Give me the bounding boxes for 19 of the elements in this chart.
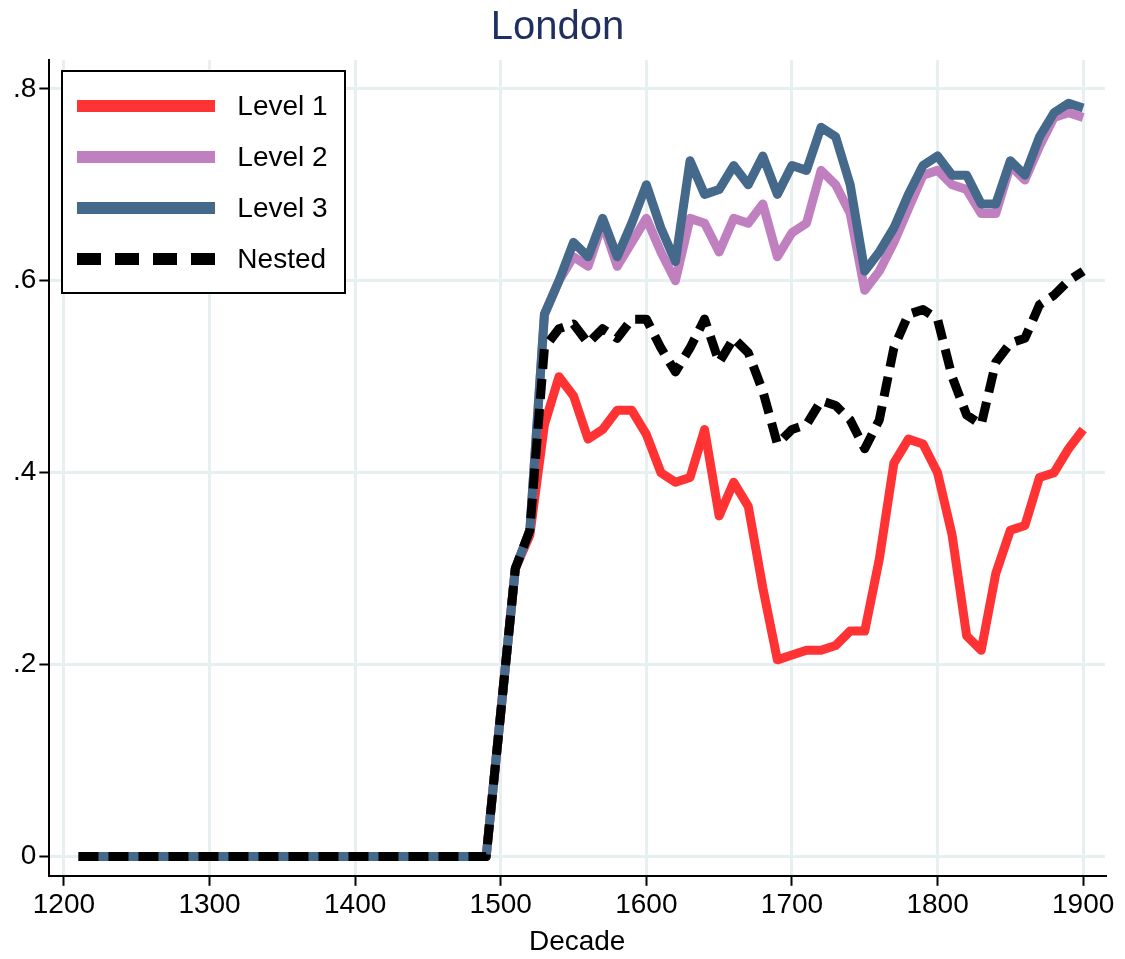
x-tick-label: 1200: [32, 888, 96, 920]
x-tick-label: 1300: [178, 888, 241, 920]
y-tick-label: .6: [12, 263, 37, 295]
x-tick-label: 1700: [760, 888, 824, 920]
x-tick-label: 1800: [906, 888, 969, 920]
legend-label: Level 3: [237, 191, 328, 225]
legend-label: Level 2: [237, 140, 328, 174]
y-tick-label: .8: [12, 71, 37, 103]
x-tick-label: 1500: [469, 888, 532, 920]
x-axis-title: Decade: [528, 924, 626, 956]
y-tick-label: .2: [12, 647, 37, 679]
chart-title: London: [490, 3, 625, 48]
y-tick-label: 0: [20, 839, 37, 871]
y-tick-label: .4: [12, 455, 37, 487]
x-tick-label: 1900: [1052, 888, 1115, 920]
x-tick-label: 1600: [615, 888, 678, 920]
legend-label: Level 1: [237, 89, 328, 123]
legend-label: Nested: [237, 242, 327, 276]
x-tick-label: 1400: [323, 888, 387, 920]
